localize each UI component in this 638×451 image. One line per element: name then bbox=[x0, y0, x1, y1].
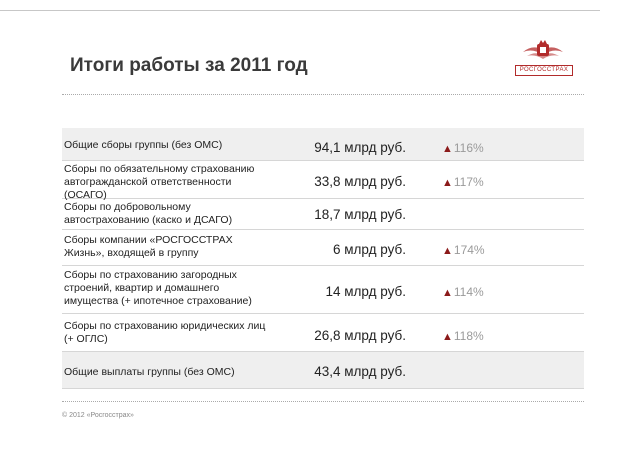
row-change: ▲118% bbox=[442, 329, 484, 343]
row-label: Сборы по страхованию загородных строений… bbox=[64, 269, 252, 307]
results-table: Общие сборы группы (без ОМС) 94,1 млрд ру… bbox=[62, 128, 584, 389]
row-change-value: 116% bbox=[453, 141, 484, 155]
row-amount: 6 млрд руб. bbox=[333, 242, 406, 257]
table-row: Сборы по страхованию юридических лиц (+ … bbox=[62, 314, 584, 352]
row-change-value: 118% bbox=[453, 329, 484, 343]
up-triangle-icon: ▲ bbox=[442, 143, 453, 155]
company-logo: РОСГОССТРАХ bbox=[515, 38, 573, 78]
table-row: Общие сборы группы (без ОМС) 94,1 млрд ру… bbox=[62, 128, 584, 161]
row-label: Сборы компании «РОСГОССТРАХ Жизнь», вход… bbox=[64, 234, 233, 259]
row-amount: 43,4 млрд руб. bbox=[314, 364, 406, 379]
table-row: Сборы по страхованию загородных строений… bbox=[62, 266, 584, 314]
top-rule bbox=[0, 10, 600, 11]
row-change: ▲174% bbox=[442, 243, 485, 257]
footer-copyright: © 2012 «Росгосстрах» bbox=[62, 412, 134, 419]
row-change: ▲116% bbox=[442, 141, 484, 155]
row-label: Сборы по страхованию юридических лиц (+ … bbox=[64, 320, 266, 345]
row-change: ▲117% bbox=[442, 175, 484, 189]
table-row: Сборы компании «РОСГОССТРАХ Жизнь», вход… bbox=[62, 230, 584, 266]
row-amount: 33,8 млрд руб. bbox=[314, 174, 406, 189]
table-row: Сборы по обязательному страхованию автог… bbox=[62, 161, 584, 201]
row-label: Сборы по добровольному автострахованию (… bbox=[64, 201, 233, 226]
row-change-value: 117% bbox=[453, 175, 484, 189]
table-row: Сборы по добровольному автострахованию (… bbox=[62, 199, 584, 230]
row-label: Общие выплаты группы (без ОМС) bbox=[64, 366, 235, 378]
row-change-value: 114% bbox=[453, 285, 484, 299]
row-amount: 18,7 млрд руб. bbox=[314, 207, 406, 222]
row-label: Сборы по обязательному страхованию автог… bbox=[64, 163, 255, 201]
page-title: Итоги работы за 2011 год bbox=[70, 55, 308, 76]
divider-bottom bbox=[62, 401, 584, 402]
row-label: Общие сборы группы (без ОМС) bbox=[64, 139, 223, 151]
row-change-value: 174% bbox=[453, 243, 485, 257]
row-amount: 26,8 млрд руб. bbox=[314, 328, 406, 343]
table-row: Общие выплаты группы (без ОМС) 43,4 млрд … bbox=[62, 352, 584, 389]
row-change: ▲114% bbox=[442, 285, 484, 299]
up-triangle-icon: ▲ bbox=[442, 331, 453, 343]
logo-text: РОСГОССТРАХ bbox=[515, 65, 573, 76]
up-triangle-icon: ▲ bbox=[442, 177, 453, 189]
emblem-icon bbox=[523, 40, 563, 59]
row-amount: 94,1 млрд руб. bbox=[314, 140, 406, 155]
row-amount: 14 млрд руб. bbox=[325, 284, 407, 299]
up-triangle-icon: ▲ bbox=[442, 245, 453, 257]
up-triangle-icon: ▲ bbox=[442, 287, 453, 299]
divider-top bbox=[62, 94, 584, 95]
